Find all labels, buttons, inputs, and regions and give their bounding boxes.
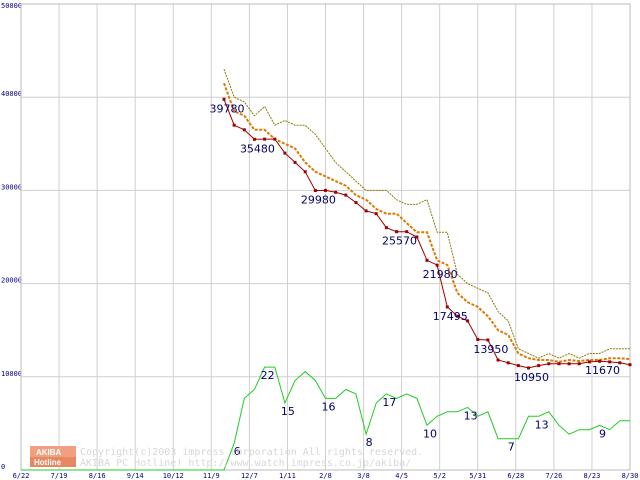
- series-marker-price-min: [293, 160, 297, 164]
- y-tick-label: 30000: [1, 183, 22, 191]
- series-marker-price-min: [334, 190, 338, 194]
- y-tick-label: 0: [1, 463, 5, 471]
- series-marker-price-min: [608, 360, 612, 364]
- series-marker-price-min: [445, 305, 449, 309]
- data-label: 21980: [423, 268, 458, 281]
- series-marker-price-min: [557, 362, 561, 366]
- series-marker-price-min: [263, 137, 267, 141]
- data-label: 15: [281, 405, 295, 418]
- plot-frame: [20, 3, 631, 471]
- data-label: 35480: [240, 142, 275, 155]
- y-tick-label: 20000: [1, 277, 22, 285]
- series-marker-price-min: [628, 363, 632, 367]
- series-marker-price-min: [384, 226, 388, 230]
- data-label: 8: [366, 436, 373, 449]
- series-marker-price-min: [313, 189, 317, 193]
- series-line-price-avg: [223, 82, 631, 363]
- y-tick-label: 50000: [1, 2, 22, 10]
- data-labels: 39780 35480 29980 25570 21980 17495 13950 10950…: [210, 102, 621, 458]
- data-label: 6: [234, 445, 241, 458]
- series-marker-price-min: [283, 151, 287, 155]
- series-marker-price-min: [506, 361, 510, 365]
- x-tick-label: 8/23: [584, 472, 601, 480]
- series-marker-price-min: [547, 362, 551, 366]
- akiba-logo-bottom: [30, 457, 76, 467]
- series-marker-price-min: [425, 258, 429, 262]
- x-tick-label: 8/30: [622, 472, 639, 480]
- series-marker-price-min: [587, 360, 591, 364]
- series-marker-price-min: [435, 263, 439, 267]
- x-tick-label: 5/31: [469, 472, 486, 480]
- y-tick-label: 40000: [1, 90, 22, 98]
- x-tick-label: 7/19: [51, 472, 68, 480]
- x-tick-label: 2/8: [319, 472, 332, 480]
- data-label: 7: [508, 441, 515, 454]
- series-marker-price-min: [598, 359, 602, 363]
- x-tick-label: 4/5: [395, 472, 408, 480]
- data-label: 9: [599, 427, 606, 440]
- copyright-line: Copyright(c)2003 impress corporation All…: [80, 447, 423, 458]
- series-marker-price-min: [466, 319, 470, 323]
- site-url-line: AKIBA PC Hotline! http://www.watch.impre…: [80, 458, 411, 469]
- data-label: 10950: [514, 371, 549, 384]
- data-label: 17: [382, 396, 396, 409]
- akiba-logo-top: [30, 446, 76, 457]
- watermark: AKIBA Hotline Copyright(c)2003 impress c…: [30, 446, 423, 469]
- series-marker-price-min: [618, 361, 622, 365]
- data-label: 13: [464, 409, 478, 422]
- data-label: 13: [535, 418, 549, 431]
- series-marker-price-min: [242, 128, 246, 132]
- x-tick-label: 6/22: [13, 472, 30, 480]
- series-marker-price-min: [303, 170, 307, 174]
- akiba-logo-top-text: AKIBA: [36, 448, 62, 457]
- series-marker-price-min: [527, 366, 530, 370]
- akiba-logo-bottom-text: Hotline: [34, 458, 62, 467]
- series-marker-price-min: [567, 362, 571, 366]
- y-tick-label: 10000: [1, 370, 22, 378]
- series-marker-price-min: [415, 235, 419, 239]
- series-marker-price-min: [516, 364, 520, 368]
- data-label: 17495: [433, 310, 468, 323]
- data-label: 29980: [301, 194, 336, 207]
- x-tick-label: 3/8: [357, 472, 370, 480]
- series-marker-price-min: [374, 212, 378, 216]
- x-tick-label: 6/28: [507, 472, 524, 480]
- data-label: 39780: [210, 102, 245, 115]
- data-label: 13950: [473, 343, 508, 356]
- series-marker-price-min: [344, 193, 348, 197]
- series-marker-price-min: [455, 314, 459, 318]
- series-marker-price-min: [232, 123, 236, 127]
- x-tick-label: 9/14: [127, 472, 144, 480]
- series-marker-price-min: [395, 230, 399, 234]
- series-layer: [21, 69, 632, 471]
- data-label: 16: [322, 400, 336, 413]
- data-label: 25570: [382, 235, 417, 248]
- series-line-price-max: [223, 69, 630, 359]
- x-tick-label: 12/7: [241, 472, 258, 480]
- x-tick-label: 11/9: [203, 472, 220, 480]
- series-line-shop-count: [21, 366, 630, 471]
- series-marker-price-min: [486, 338, 490, 342]
- data-label: 22: [261, 369, 275, 382]
- data-label: 10: [423, 427, 437, 440]
- series-marker-price-min: [577, 362, 581, 366]
- x-tick-label: 7/26: [545, 472, 562, 480]
- series-marker-price-min: [364, 209, 368, 213]
- series-marker-price-min: [222, 97, 226, 101]
- series-marker-price-min: [354, 201, 358, 205]
- x-tick-label: 5/2: [433, 472, 446, 480]
- series-marker-price-min: [252, 137, 256, 141]
- series-marker-price-min: [273, 137, 277, 141]
- series-marker-price-min: [405, 230, 409, 234]
- x-tick-label: 8/16: [89, 472, 106, 480]
- x-tick-label: 1/11: [279, 472, 296, 480]
- series-marker-price-min: [496, 358, 500, 362]
- series-marker-price-min: [537, 364, 541, 368]
- x-tick-label: 10/12: [163, 472, 184, 480]
- series-marker-price-min: [476, 338, 480, 342]
- data-label: 11670: [585, 364, 620, 377]
- series-marker-price-min: [324, 188, 327, 192]
